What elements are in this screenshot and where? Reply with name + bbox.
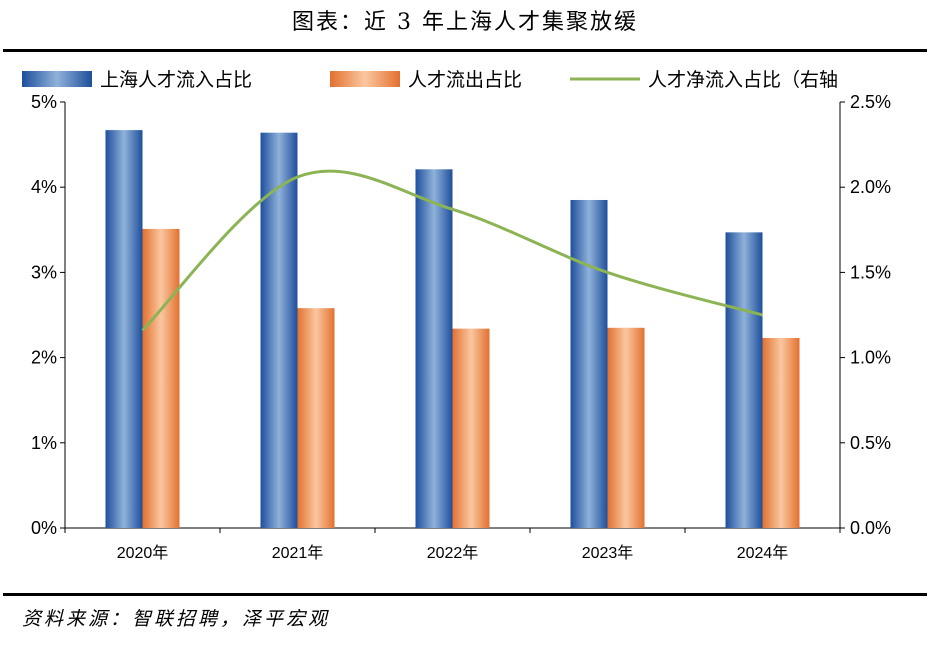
y-left-tick-label: 0% [31,518,57,538]
outflow-bar [452,328,490,528]
legend-swatch-outflow [330,71,400,87]
chart: 上海人才流入占比 人才流出占比 人才净流入占比（右轴 0% 1% 2% 3% 4% 5% 0.0… [22,69,891,562]
top-rule [3,49,927,52]
legend-swatch-inflow [22,71,92,87]
y-right-tick-label: 0.0% [850,518,891,538]
y-right-tick-label: 2.0% [850,177,891,197]
y-right-tick-label: 2.5% [850,92,891,112]
net-inflow-line [141,169,763,332]
x-tick-label: 2021年 [272,544,324,562]
inflow-bar [415,169,453,529]
legend-label: 人才净流入占比（右轴 [648,69,838,91]
y-left-tick-label: 1% [31,433,57,453]
legend-label: 上海人才流入占比 [100,69,252,91]
legend: 上海人才流入占比 人才流出占比 人才净流入占比（右轴 [22,69,838,91]
y-right-tick-label: 1.5% [850,262,891,282]
net-inflow-line-group [141,169,763,332]
x-tick-label: 2024年 [737,544,789,562]
outflow-bar [297,308,335,528]
y-right-tick-label: 1.0% [850,348,891,368]
inflow-bar [105,130,143,528]
y-right-tick-label: 0.5% [850,433,891,453]
legend-label: 人才流出占比 [408,69,522,91]
y-left-tick-label: 5% [31,92,57,112]
x-tick-label: 2022年 [427,544,479,562]
outflow-bar [142,228,180,528]
bottom-rule [3,593,927,596]
inflow-bar [570,199,608,529]
bars [105,130,800,529]
y-left-tick-label: 3% [31,262,57,282]
outflow-bar [762,338,800,528]
x-tick-label: 2020年 [117,544,169,562]
y-left-tick-label: 4% [31,177,57,197]
outflow-bar [607,327,645,528]
inflow-bar [260,132,298,528]
source-note: 资料来源：智联招聘，泽平宏观 [22,608,331,630]
y-left-tick-label: 2% [31,348,57,368]
inflow-bar [725,232,763,528]
tick-labels: 0% 1% 2% 3% 4% 5% 0.0% 0.5% 1.0% 1.5% 2.0% 2.5% 2020… [31,92,891,562]
chart-title: 图表：近 3 年上海人才集聚放缓 [292,10,638,35]
x-tick-label: 2023年 [582,544,634,562]
